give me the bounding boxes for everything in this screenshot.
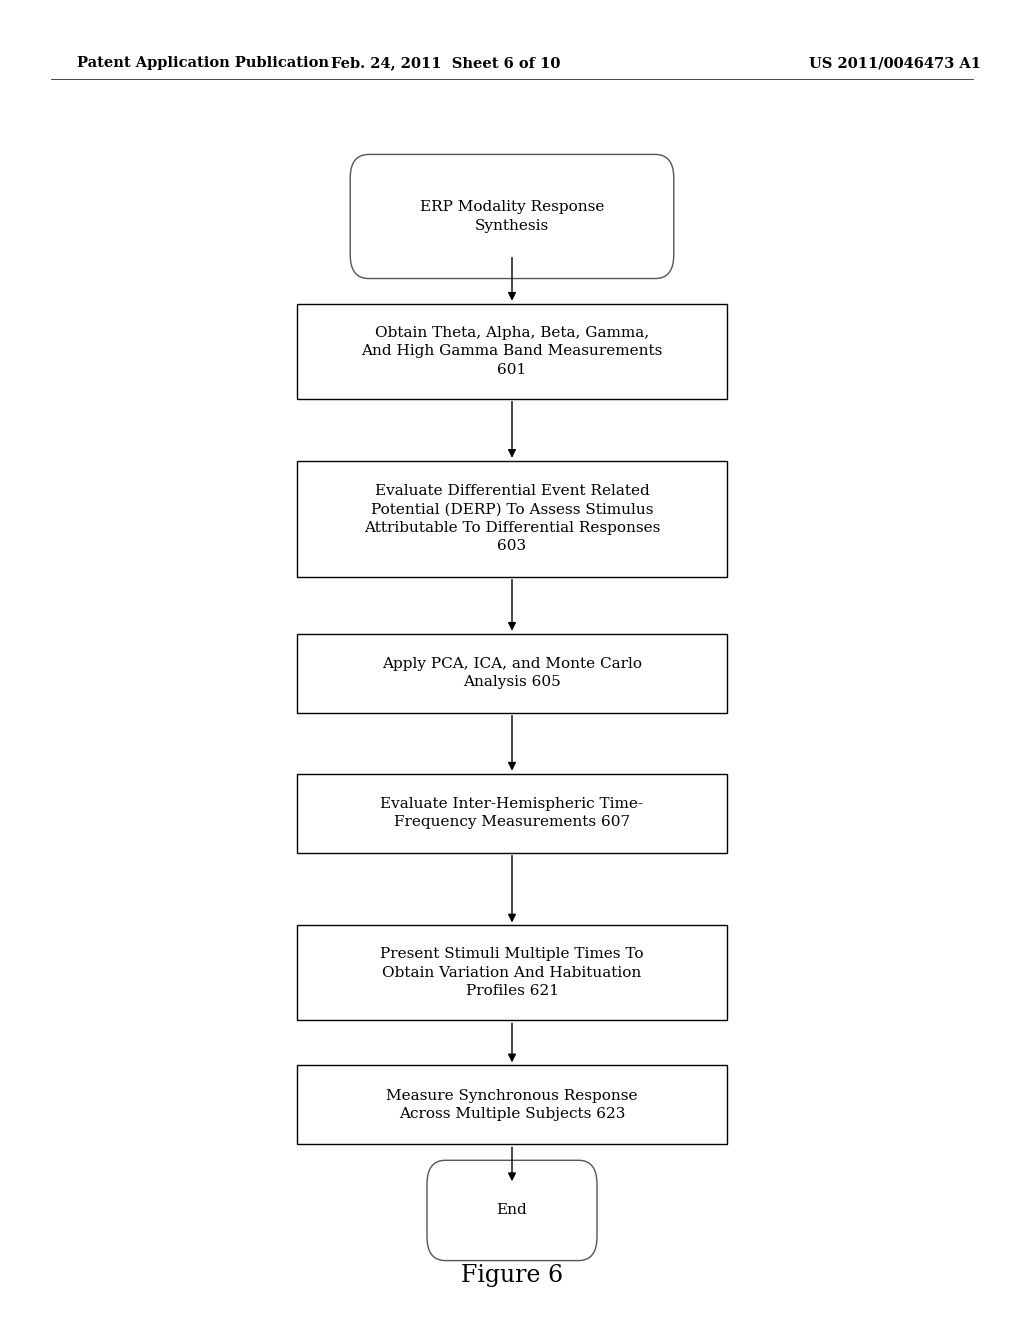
Text: End: End — [497, 1204, 527, 1217]
Text: Figure 6: Figure 6 — [461, 1263, 563, 1287]
Text: Measure Synchronous Response
Across Multiple Subjects 623: Measure Synchronous Response Across Mult… — [386, 1089, 638, 1121]
Text: Evaluate Differential Event Related
Potential (DERP) To Assess Stimulus
Attribut: Evaluate Differential Event Related Pote… — [364, 484, 660, 553]
Text: Feb. 24, 2011  Sheet 6 of 10: Feb. 24, 2011 Sheet 6 of 10 — [331, 57, 560, 70]
FancyBboxPatch shape — [427, 1160, 597, 1261]
Text: ERP Modality Response
Synthesis: ERP Modality Response Synthesis — [420, 201, 604, 232]
Bar — [297, 1065, 727, 1144]
Text: Present Stimuli Multiple Times To
Obtain Variation And Habituation
Profiles 621: Present Stimuli Multiple Times To Obtain… — [380, 948, 644, 998]
Bar — [297, 461, 727, 577]
Text: Evaluate Inter-Hemispheric Time-
Frequency Measurements 607: Evaluate Inter-Hemispheric Time- Frequen… — [381, 797, 643, 829]
FancyBboxPatch shape — [350, 154, 674, 279]
Bar — [297, 774, 727, 853]
Text: Patent Application Publication: Patent Application Publication — [77, 57, 329, 70]
Bar — [297, 925, 727, 1020]
Text: Obtain Theta, Alpha, Beta, Gamma,
And High Gamma Band Measurements
601: Obtain Theta, Alpha, Beta, Gamma, And Hi… — [361, 326, 663, 376]
Text: Apply PCA, ICA, and Monte Carlo
Analysis 605: Apply PCA, ICA, and Monte Carlo Analysis… — [382, 657, 642, 689]
Text: US 2011/0046473 A1: US 2011/0046473 A1 — [809, 57, 981, 70]
Bar — [297, 634, 727, 713]
Bar — [297, 304, 727, 399]
